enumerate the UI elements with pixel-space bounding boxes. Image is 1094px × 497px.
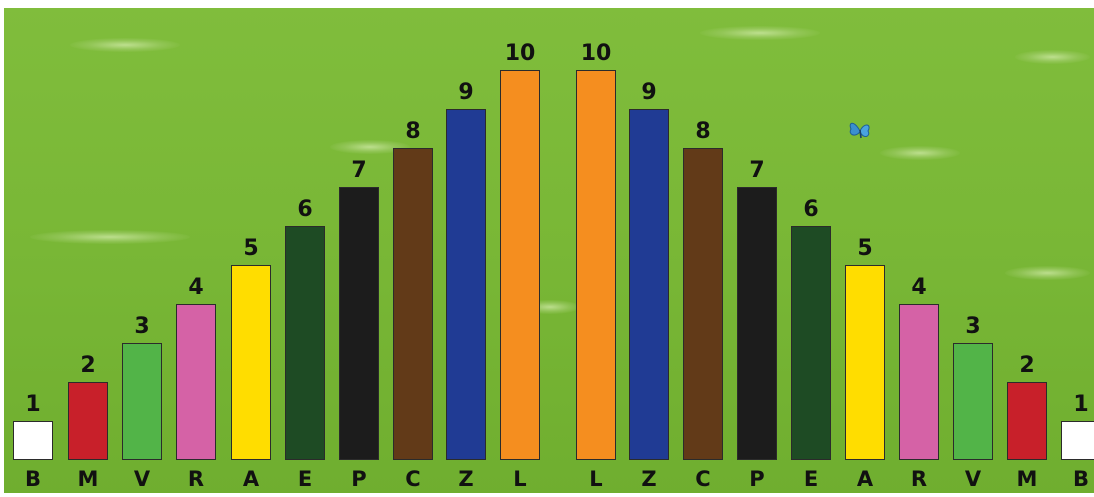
rod-letter: A (242, 467, 260, 491)
rod-7[interactable] (339, 187, 379, 460)
rod-number: 9 (641, 80, 657, 105)
rod-letter: L (513, 467, 527, 491)
grass-tuft (1015, 50, 1090, 64)
rod-number: 5 (857, 236, 873, 261)
rod-3[interactable] (122, 343, 162, 460)
rod-number: 4 (911, 275, 927, 300)
rod-5[interactable] (231, 265, 271, 460)
rod-4[interactable] (899, 304, 939, 460)
rod-letter: L (589, 467, 603, 491)
rod-number: 10 (580, 41, 612, 66)
rod-10[interactable] (500, 70, 540, 460)
rod-6[interactable] (285, 226, 325, 460)
frame-left-edge (0, 0, 4, 497)
rod-letter: B (24, 467, 41, 491)
rod-number: 5 (243, 236, 259, 261)
frame-bottom-edge (0, 493, 1094, 497)
rod-number: 4 (188, 275, 204, 300)
rod-6[interactable] (791, 226, 831, 460)
rod-letter: P (749, 467, 765, 491)
grass-tuft (330, 140, 410, 154)
rod-number: 8 (405, 119, 421, 144)
rod-number: 8 (695, 119, 711, 144)
rod-number: 2 (80, 353, 96, 378)
rod-letter: E (297, 467, 313, 491)
rod-5[interactable] (845, 265, 885, 460)
rod-letter: E (803, 467, 819, 491)
rod-letter: V (133, 467, 151, 491)
rod-letter: R (187, 467, 205, 491)
rod-letter: Z (641, 467, 657, 491)
rod-1[interactable] (1061, 421, 1094, 460)
rod-3[interactable] (953, 343, 993, 460)
rod-1[interactable] (13, 421, 53, 460)
rod-10[interactable] (576, 70, 616, 460)
rod-letter: C (695, 467, 711, 491)
rod-letter: A (856, 467, 874, 491)
rod-2[interactable] (68, 382, 108, 460)
rod-number: 9 (458, 80, 474, 105)
rod-number: 7 (749, 158, 765, 183)
grass-tuft (1005, 266, 1090, 280)
grass-tuft (700, 26, 820, 40)
rod-letter: M (77, 467, 99, 491)
rod-letter: R (910, 467, 928, 491)
rod-8[interactable] (393, 148, 433, 460)
rod-letter: M (1016, 467, 1038, 491)
rod-number: 3 (965, 314, 981, 339)
rod-letter: P (351, 467, 367, 491)
rod-7[interactable] (737, 187, 777, 460)
rod-letter: Z (458, 467, 474, 491)
rod-8[interactable] (683, 148, 723, 460)
rod-number: 10 (504, 41, 536, 66)
rod-9[interactable] (446, 109, 486, 460)
rod-letter: B (1072, 467, 1089, 491)
rod-number: 1 (1073, 392, 1089, 417)
rod-number: 7 (351, 158, 367, 183)
rod-9[interactable] (629, 109, 669, 460)
rod-number: 6 (803, 197, 819, 222)
rod-letter: V (964, 467, 982, 491)
rod-number: 1 (25, 392, 41, 417)
grass-tuft (30, 230, 190, 244)
rod-number: 3 (134, 314, 150, 339)
grass-tuft (880, 146, 960, 160)
rod-number: 2 (1019, 353, 1035, 378)
frame-top-edge (0, 0, 1094, 8)
grass-tuft (70, 38, 180, 52)
rod-number: 6 (297, 197, 313, 222)
rod-letter: C (405, 467, 421, 491)
rod-4[interactable] (176, 304, 216, 460)
butterfly-icon (846, 118, 874, 144)
rod-2[interactable] (1007, 382, 1047, 460)
